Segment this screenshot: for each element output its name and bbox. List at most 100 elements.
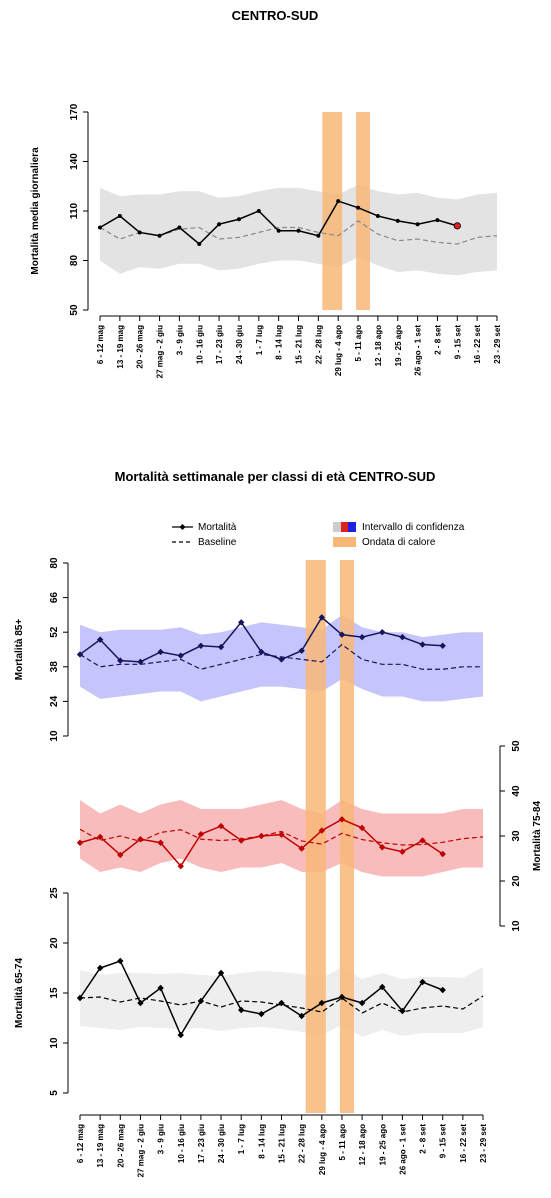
mortality-point	[439, 642, 446, 649]
y-tick-label: 80	[49, 557, 60, 569]
mortality-point	[117, 957, 124, 965]
mortality-point	[318, 999, 325, 1007]
mortality-point	[217, 969, 225, 977]
legend-marker	[179, 524, 186, 530]
y-tick-label: 20	[511, 875, 522, 887]
mortality-point	[197, 831, 205, 838]
chart-title: CENTRO-SUD	[232, 8, 319, 23]
mortality-point	[96, 964, 104, 972]
x-tick-label: 16 - 22 set	[459, 1124, 468, 1163]
baseline-line	[99, 220, 498, 245]
y-axis-label: Mortalità 85+	[14, 619, 25, 681]
y-tick-label: 25	[49, 887, 60, 899]
mortality-point	[298, 1012, 305, 1020]
mortality-point	[435, 218, 440, 223]
mortality-point	[419, 978, 426, 986]
mortality-point	[338, 816, 346, 823]
y-tick-label: 10	[49, 1037, 60, 1049]
x-tick-label: 22 - 28 lug	[314, 325, 323, 364]
mortality-point	[217, 643, 225, 651]
mortality-point	[395, 218, 400, 223]
mortality-point	[439, 850, 446, 858]
x-tick-label: 26 ago - 1 set	[414, 325, 423, 376]
mortality-point	[157, 648, 164, 656]
x-tick-label: 27 mag - 2 giu	[156, 325, 165, 378]
mortality-point	[278, 831, 285, 838]
x-tick-label: 17 - 23 giu	[197, 1124, 206, 1163]
x-tick-label: 9 - 15 set	[439, 1124, 448, 1159]
y-tick-label: 40	[511, 785, 522, 797]
y-axis-label: Mortalità 75-84	[532, 801, 543, 871]
mortality-point	[336, 199, 341, 204]
x-tick-label: 10 - 16 giu	[195, 325, 204, 364]
mortality-point	[137, 658, 144, 666]
mortality-point	[238, 619, 245, 626]
x-tick-label: 23 - 29 set	[479, 1124, 488, 1163]
mortality-point	[117, 851, 124, 859]
x-tick-label: 24 - 30 giu	[217, 1124, 226, 1163]
legend: Mortalità Baseline Intervallo di confide…	[172, 522, 465, 548]
y-tick-label: 50	[69, 304, 80, 316]
legend-swatch	[341, 522, 348, 532]
chart-title: Mortalità settimanale per classi di età …	[115, 469, 436, 484]
x-tick-label: 15 - 21 lug	[278, 1124, 287, 1163]
mortality-point	[236, 217, 241, 222]
mortality-point	[318, 614, 325, 621]
mortality-point	[76, 839, 84, 846]
y-axis-label: Mortalità 65-74	[14, 958, 25, 1028]
mortality-point	[379, 629, 386, 636]
x-tick-label: 15 - 21 lug	[295, 325, 304, 364]
y-tick-label: 38	[49, 661, 60, 673]
x-tick-label: 3 - 9 giu	[175, 325, 184, 355]
legend-label: Mortalità	[198, 522, 237, 533]
mortality-point	[419, 641, 426, 648]
x-tick-label: 24 - 30 giu	[235, 325, 244, 364]
x-tick-label: 10 - 16 giu	[177, 1124, 186, 1163]
x-tick-label: 16 - 22 set	[473, 325, 482, 364]
heatwave-band	[356, 112, 370, 310]
y-tick-label: 170	[69, 103, 80, 120]
x-tick-label: 19 - 25 ago	[378, 1124, 387, 1165]
x-tick-label: 1 - 7 lug	[237, 1124, 246, 1154]
mortality-point	[375, 213, 380, 218]
mortality-point	[419, 837, 426, 844]
mortality-point	[117, 213, 122, 218]
mortality-point	[399, 848, 406, 855]
confidence-band	[80, 800, 483, 877]
legend-label: Intervallo di confidenza	[362, 522, 465, 533]
x-tick-label: 27 mag - 2 giu	[136, 1124, 145, 1177]
mortality-point	[358, 633, 366, 641]
mortality-point	[197, 997, 205, 1005]
x-tick-label: 5 - 11 ago	[354, 325, 363, 362]
mortality-point	[356, 205, 361, 210]
y-tick-label: 20	[49, 937, 60, 949]
x-tick-label: 13 - 19 mag	[116, 325, 125, 369]
baseline-line	[79, 995, 484, 1014]
mortality-point	[439, 986, 446, 994]
x-tick-label: 3 - 9 giu	[157, 1124, 166, 1154]
mortality-point	[338, 631, 346, 638]
mortality-point	[358, 824, 366, 832]
mortality-point	[318, 827, 325, 834]
x-tick-label: 29 lug - 4 ago	[318, 1124, 327, 1175]
mortality-point	[177, 1031, 184, 1039]
x-tick-label: 20 - 26 mag	[116, 1124, 125, 1168]
legend-swatch	[333, 537, 356, 547]
mortality-point	[379, 983, 386, 991]
x-tick-label: 23 - 29 set	[493, 325, 502, 364]
mortality-point	[358, 999, 366, 1007]
mortality-point	[338, 993, 346, 1001]
mortality-point	[296, 228, 301, 233]
mortality-point	[137, 835, 144, 843]
y-tick-label: 110	[69, 202, 80, 219]
mortality-point	[137, 230, 142, 235]
mortality-point	[415, 222, 420, 227]
mortality-point	[157, 233, 162, 238]
y-tick-label: 66	[49, 592, 60, 604]
mortality-point	[258, 648, 265, 656]
mortality-point	[117, 657, 124, 664]
mortality-point	[76, 651, 84, 658]
mortality-point	[177, 225, 182, 230]
mortality-point	[96, 636, 104, 643]
